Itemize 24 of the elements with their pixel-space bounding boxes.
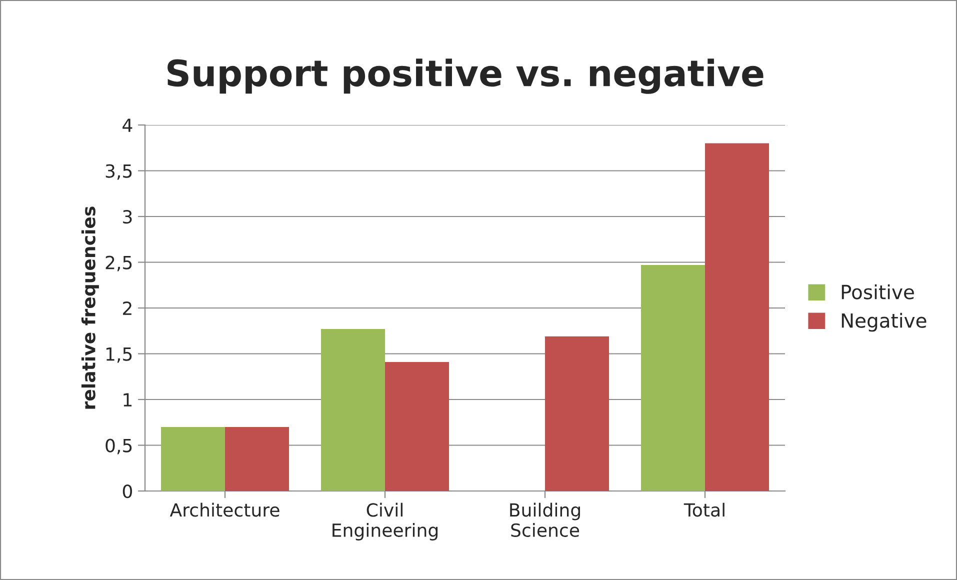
legend-label: Positive bbox=[842, 284, 914, 300]
chart-title: Support positive vs. negative bbox=[168, 58, 764, 94]
x-tick-label: Building Science bbox=[510, 502, 580, 537]
y-tick-label: 0 bbox=[122, 484, 132, 498]
x-tick-label: Civil Engineering bbox=[332, 502, 438, 540]
bar bbox=[545, 336, 609, 491]
y-tick-label: 2,5 bbox=[106, 256, 132, 272]
y-tick-label: 3,5 bbox=[106, 164, 132, 180]
x-tick-label: Architecture bbox=[170, 502, 280, 517]
y-tick-label: 3 bbox=[123, 210, 132, 224]
bar bbox=[385, 362, 449, 491]
bar bbox=[321, 329, 385, 491]
y-tick-label: 4 bbox=[122, 118, 132, 132]
legend-label: Negative bbox=[842, 312, 926, 332]
y-axis-title: relative frequencies bbox=[81, 206, 99, 409]
y-tick-label: 1,5 bbox=[106, 347, 132, 363]
bar bbox=[161, 426, 225, 491]
bar bbox=[641, 264, 705, 491]
bar bbox=[705, 143, 769, 491]
x-tick-label: Total bbox=[684, 502, 724, 517]
bar bbox=[225, 426, 289, 491]
y-tick-label: 0,5 bbox=[106, 438, 132, 454]
y-tick-label: 1 bbox=[124, 393, 132, 406]
y-tick-label: 2 bbox=[123, 301, 132, 315]
